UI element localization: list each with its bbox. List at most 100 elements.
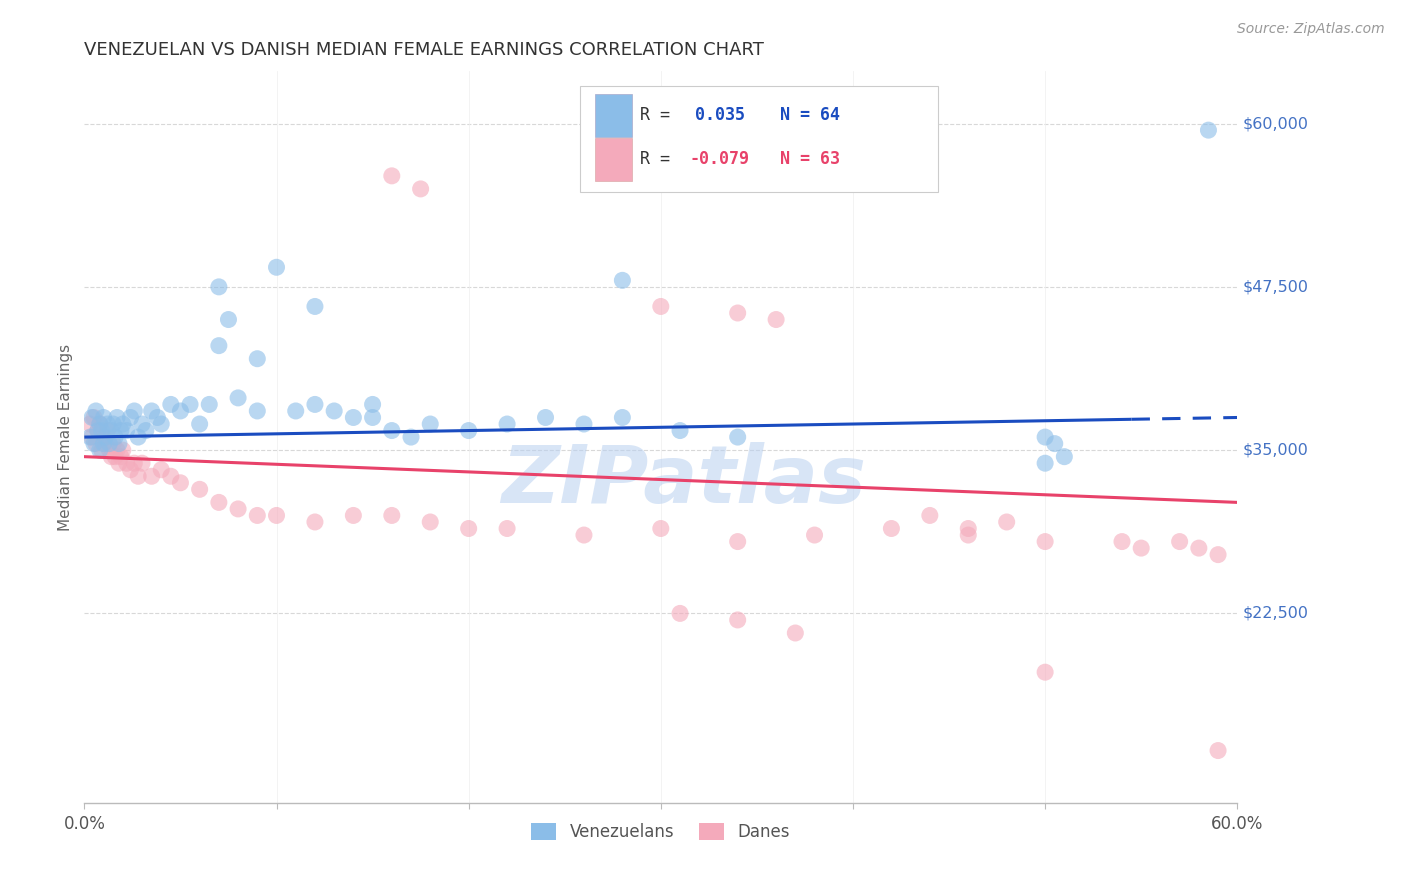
Point	[115, 456, 138, 470]
Point	[146, 410, 169, 425]
Point	[105, 410, 128, 425]
Point	[169, 404, 191, 418]
Point	[98, 436, 121, 450]
Point	[1053, 450, 1076, 464]
Point	[304, 397, 326, 411]
Point	[218, 312, 240, 326]
Point	[669, 424, 692, 438]
Text: N = 64: N = 64	[779, 106, 839, 124]
Point	[160, 397, 183, 411]
Point	[457, 521, 479, 535]
Point	[198, 397, 221, 411]
Point	[727, 613, 749, 627]
Point	[1111, 534, 1133, 549]
Point	[80, 430, 103, 444]
Point	[1206, 743, 1229, 757]
Point	[1033, 534, 1056, 549]
Text: $47,500: $47,500	[1243, 279, 1309, 294]
Point	[496, 417, 519, 431]
Text: $22,500: $22,500	[1243, 606, 1309, 621]
Point	[135, 424, 157, 438]
Point	[342, 410, 364, 425]
Point	[880, 521, 903, 535]
Point	[96, 417, 118, 431]
Point	[131, 417, 153, 431]
Text: Source: ZipAtlas.com: Source: ZipAtlas.com	[1237, 22, 1385, 37]
Point	[1033, 665, 1056, 680]
Point	[110, 450, 132, 464]
Point	[727, 306, 749, 320]
Point	[612, 273, 634, 287]
Point	[179, 397, 201, 411]
Point	[111, 443, 134, 458]
Point	[361, 410, 384, 425]
Text: ZIPatlas: ZIPatlas	[502, 442, 866, 520]
Text: R =: R =	[640, 150, 681, 168]
Point	[419, 515, 441, 529]
Point	[208, 495, 231, 509]
Point	[141, 469, 163, 483]
FancyBboxPatch shape	[595, 94, 633, 136]
Point	[79, 417, 101, 431]
Text: $60,000: $60,000	[1243, 116, 1309, 131]
Point	[89, 443, 111, 458]
Point	[419, 417, 441, 431]
Point	[1033, 430, 1056, 444]
Point	[266, 508, 288, 523]
Point	[304, 515, 326, 529]
Point	[496, 521, 519, 535]
Text: R =: R =	[640, 106, 681, 124]
Point	[105, 443, 128, 458]
Point	[226, 391, 249, 405]
Point	[87, 424, 110, 438]
Point	[957, 521, 980, 535]
Point	[1033, 456, 1056, 470]
Point	[727, 534, 749, 549]
Point	[650, 300, 672, 314]
Point	[1043, 436, 1066, 450]
Point	[124, 404, 146, 418]
Point	[94, 436, 117, 450]
Point	[84, 436, 107, 450]
Point	[103, 417, 124, 431]
Point	[381, 169, 404, 183]
Point	[131, 456, 153, 470]
Point	[150, 417, 173, 431]
Point	[79, 430, 101, 444]
Point	[1168, 534, 1191, 549]
Point	[96, 424, 118, 438]
Point	[304, 300, 326, 314]
Point	[120, 410, 142, 425]
Text: N = 63: N = 63	[779, 150, 839, 168]
Point	[323, 404, 346, 418]
Point	[650, 521, 672, 535]
Point	[246, 508, 269, 523]
Point	[89, 417, 111, 431]
Point	[111, 417, 134, 431]
Point	[100, 424, 122, 438]
Legend: Venezuelans, Danes: Venezuelans, Danes	[523, 814, 799, 849]
Point	[1188, 541, 1211, 555]
Point	[381, 508, 404, 523]
Point	[1198, 123, 1220, 137]
Point	[127, 469, 149, 483]
Point	[226, 502, 249, 516]
Point	[141, 404, 163, 418]
Point	[188, 417, 211, 431]
Point	[284, 404, 307, 418]
Point	[399, 430, 422, 444]
Point	[94, 430, 117, 444]
Point	[100, 450, 122, 464]
Text: -0.079: -0.079	[690, 150, 749, 168]
Point	[80, 410, 103, 425]
Point	[98, 443, 121, 458]
Point	[381, 424, 404, 438]
Point	[246, 404, 269, 418]
Point	[150, 463, 173, 477]
Point	[90, 424, 112, 438]
Point	[89, 417, 111, 431]
Point	[612, 410, 634, 425]
Point	[93, 430, 115, 444]
Point	[1130, 541, 1153, 555]
Point	[803, 528, 825, 542]
